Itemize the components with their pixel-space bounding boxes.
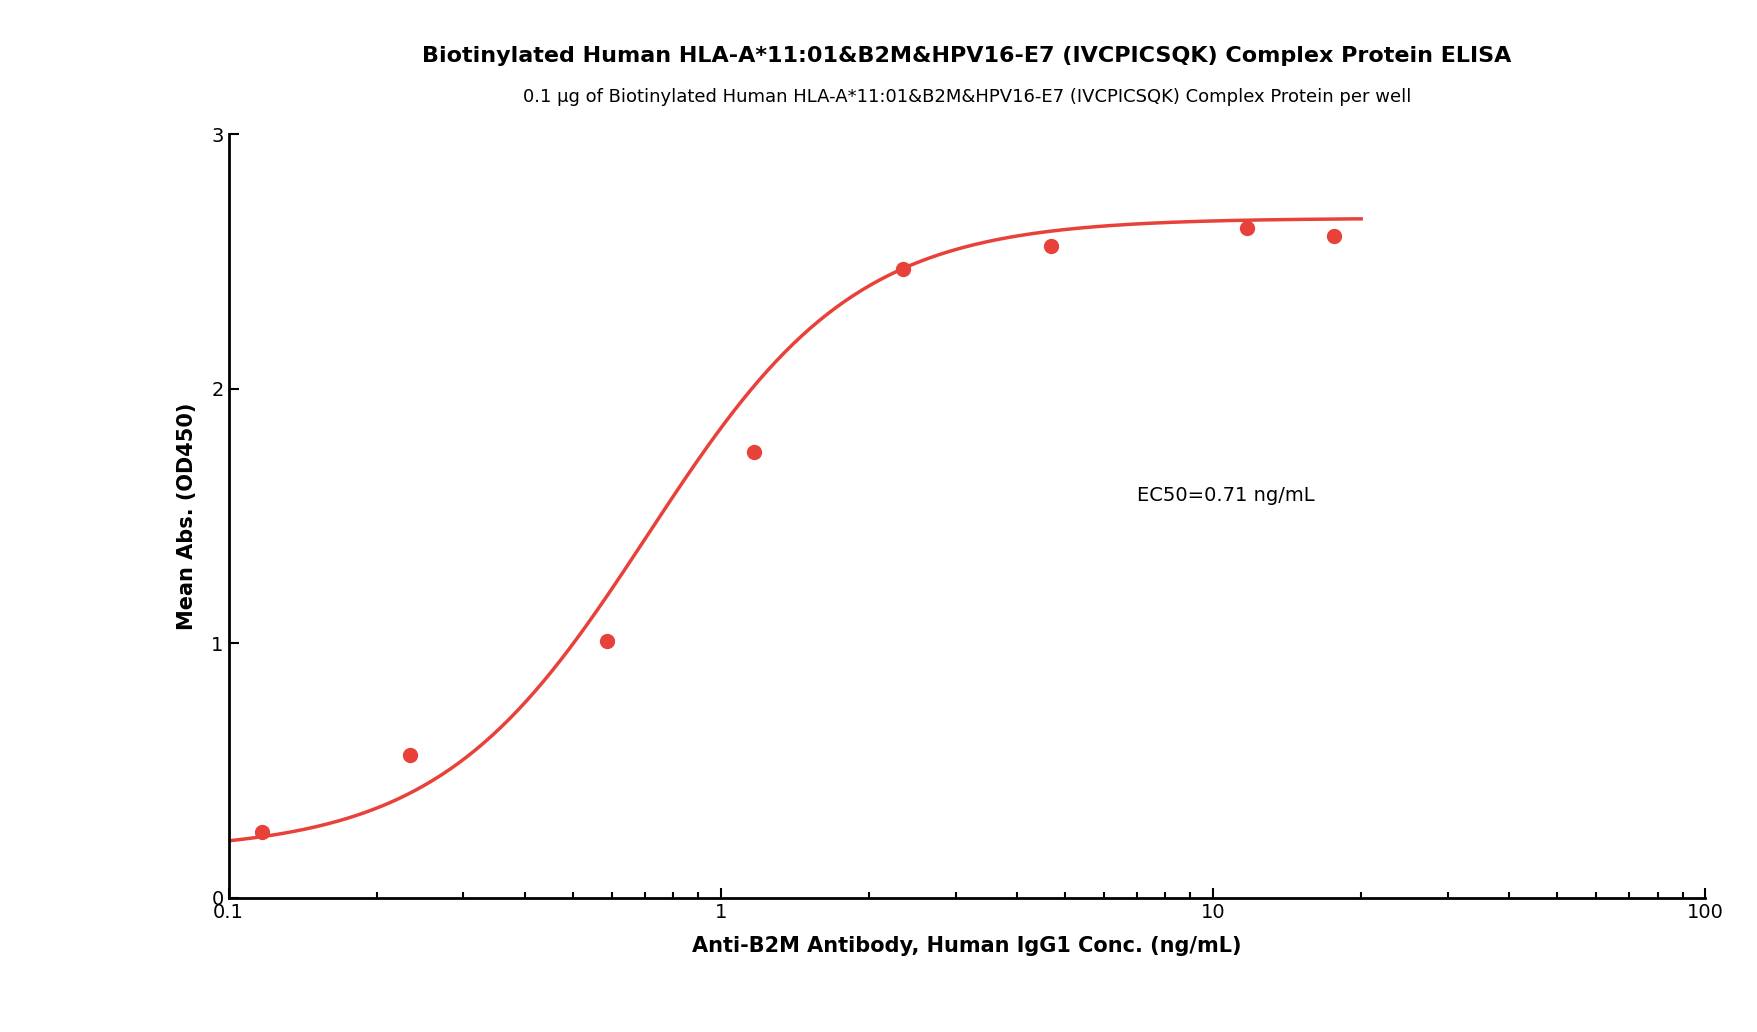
Point — [740, 444, 768, 460]
Point — [1320, 228, 1348, 245]
Text: EC50=0.71 ng/mL: EC50=0.71 ng/mL — [1137, 486, 1314, 505]
Point — [1037, 238, 1065, 255]
Point — [592, 633, 620, 649]
Point — [1232, 220, 1260, 236]
Point — [887, 261, 915, 278]
Text: 0.1 μg of Biotinylated Human HLA-A*11:01&B2M&HPV16-E7 (IVCPICSQK) Complex Protei: 0.1 μg of Biotinylated Human HLA-A*11:01… — [522, 88, 1411, 105]
X-axis label: Anti-B2M Antibody, Human IgG1 Conc. (ng/mL): Anti-B2M Antibody, Human IgG1 Conc. (ng/… — [692, 936, 1240, 956]
Point — [248, 824, 276, 840]
Point — [395, 747, 423, 764]
Y-axis label: Mean Abs. (OD450): Mean Abs. (OD450) — [177, 402, 197, 630]
Text: Biotinylated Human HLA-A*11:01&B2M&HPV16-E7 (IVCPICSQK) Complex Protein ELISA: Biotinylated Human HLA-A*11:01&B2M&HPV16… — [422, 46, 1511, 66]
